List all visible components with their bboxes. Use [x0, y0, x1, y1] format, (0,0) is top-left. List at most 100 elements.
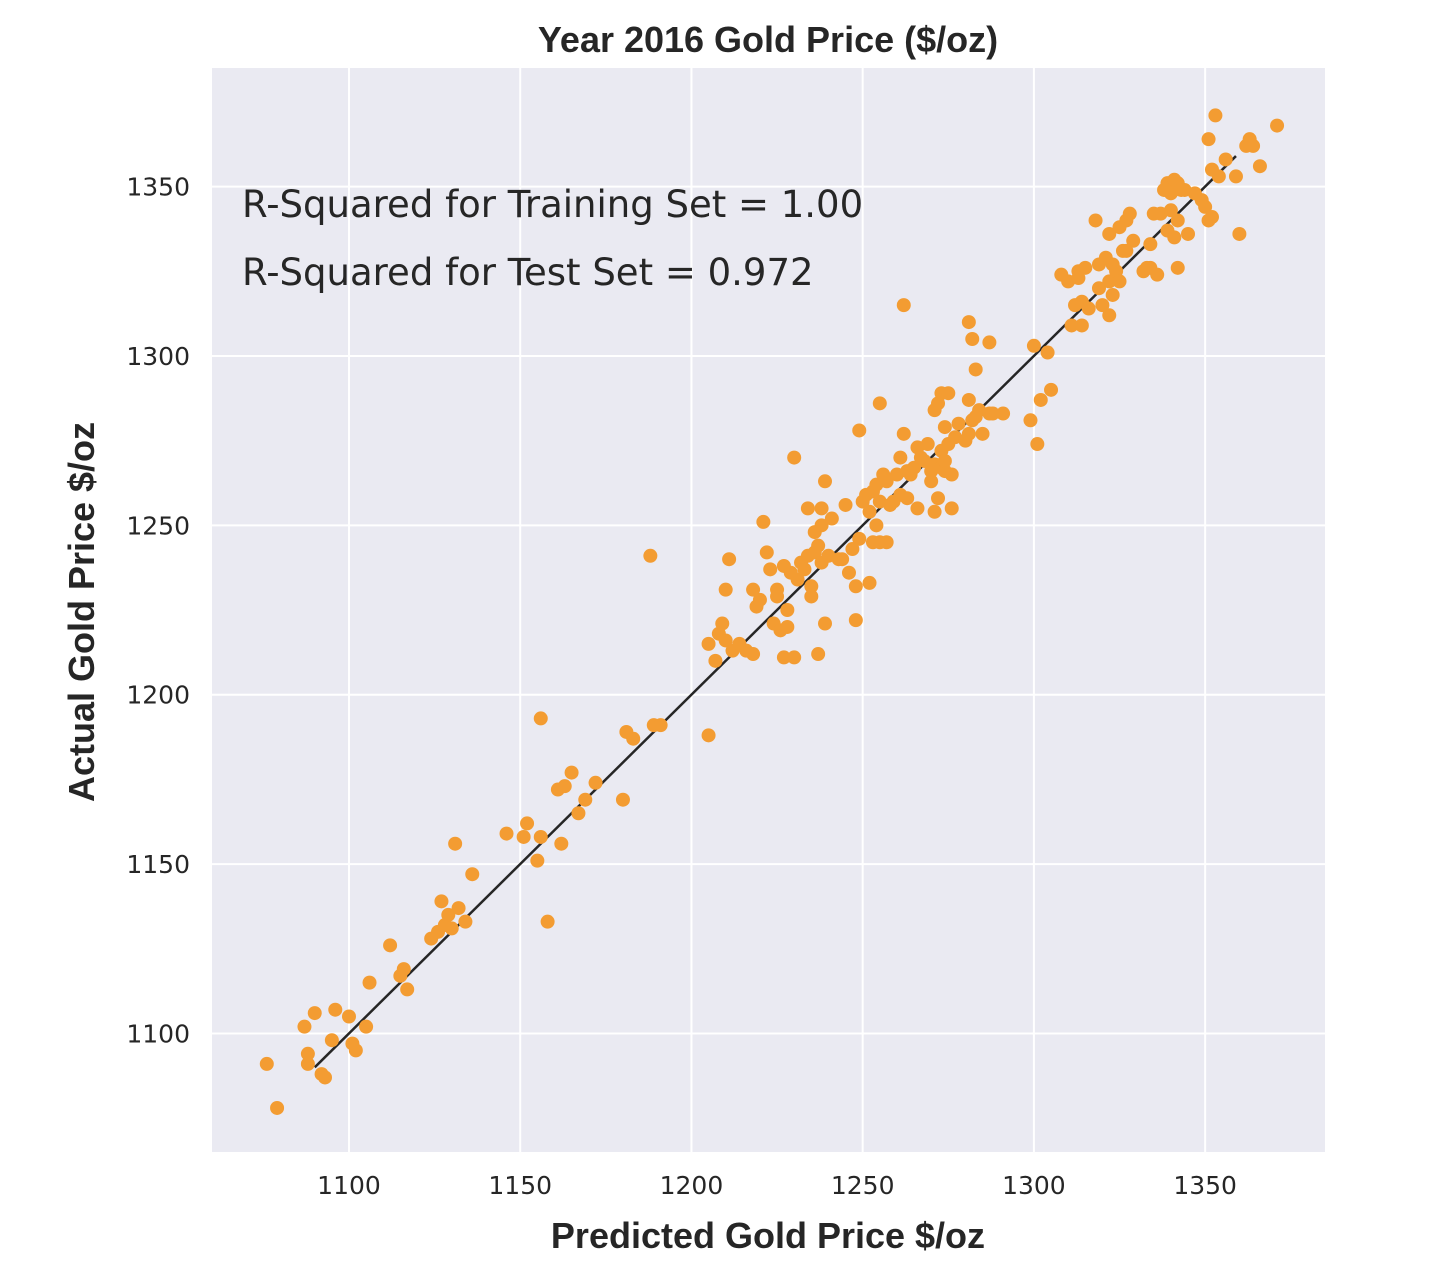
data-point — [1040, 345, 1055, 360]
data-point — [965, 332, 980, 346]
data-point — [259, 1056, 274, 1071]
data-points — [259, 108, 1285, 1115]
data-point — [1088, 213, 1103, 228]
data-point — [910, 501, 925, 516]
data-point — [383, 938, 398, 953]
data-point — [359, 1019, 374, 1034]
data-point — [458, 914, 473, 929]
data-point — [307, 1006, 322, 1021]
data-point — [1023, 413, 1038, 428]
data-point — [776, 650, 791, 665]
data-point — [848, 613, 863, 628]
data-point — [643, 548, 658, 563]
data-point — [1026, 338, 1041, 353]
data-point — [1218, 152, 1233, 167]
data-point — [348, 1043, 363, 1058]
x-tick-labels: 1100 1150 1200 1250 1300 1350 — [317, 1171, 1237, 1200]
data-point — [533, 829, 548, 844]
data-point — [845, 542, 860, 557]
data-point — [448, 836, 463, 851]
data-point — [533, 711, 548, 726]
data-point — [944, 467, 959, 482]
data-point — [852, 423, 867, 438]
data-point — [1150, 267, 1165, 282]
data-point — [516, 829, 531, 844]
data-point — [701, 636, 716, 651]
data-point — [814, 501, 829, 516]
data-point — [961, 315, 976, 330]
data-point — [1143, 237, 1158, 252]
data-point — [804, 579, 819, 594]
x-tick-label: 1150 — [488, 1171, 552, 1200]
data-point — [759, 545, 774, 560]
data-point — [804, 589, 819, 604]
data-point — [893, 450, 908, 465]
data-point — [869, 518, 884, 533]
data-point — [927, 504, 942, 519]
data-point — [1044, 382, 1059, 397]
y-tick-label: 1200 — [126, 681, 190, 710]
data-point — [838, 497, 853, 512]
data-point — [362, 975, 377, 990]
data-point — [588, 775, 603, 790]
y-tick-labels: 1100 1150 1200 1250 1300 1350 — [126, 173, 190, 1049]
data-point — [1198, 199, 1213, 214]
data-point — [530, 853, 545, 868]
data-point — [968, 362, 983, 377]
data-point — [1122, 206, 1137, 221]
data-point — [1126, 233, 1141, 248]
x-tick-label: 1200 — [660, 1171, 724, 1200]
y-axis-label: Actual Gold Price $/oz — [61, 422, 102, 802]
data-point — [896, 298, 911, 313]
data-point — [1102, 308, 1117, 323]
data-point — [1167, 230, 1182, 245]
data-point — [718, 582, 733, 597]
chart-title: Year 2016 Gold Price ($/oz) — [538, 19, 998, 60]
data-point — [907, 460, 922, 475]
data-point — [961, 426, 976, 441]
plot-background — [212, 68, 1325, 1152]
data-point — [818, 474, 833, 489]
data-point — [341, 1009, 356, 1024]
data-point — [872, 396, 887, 411]
annotation-training-r2: R-Squared for Training Set = 1.00 — [242, 183, 863, 226]
data-point — [787, 650, 802, 665]
data-point — [920, 437, 935, 452]
data-point — [746, 582, 761, 597]
data-point — [708, 653, 723, 668]
x-tick-label: 1300 — [1002, 1171, 1066, 1200]
data-point — [564, 765, 579, 780]
data-point — [896, 426, 911, 441]
data-point — [1064, 318, 1079, 333]
data-point — [1091, 281, 1106, 296]
data-point — [941, 386, 956, 401]
data-point — [862, 504, 877, 519]
data-point — [701, 728, 716, 743]
data-point — [1228, 169, 1243, 184]
data-point — [270, 1100, 285, 1115]
data-point — [1095, 298, 1110, 313]
data-point — [1170, 260, 1185, 275]
data-point — [879, 474, 894, 489]
x-tick-label: 1350 — [1173, 1171, 1237, 1200]
y-tick-label: 1100 — [126, 1019, 190, 1048]
data-point — [752, 592, 767, 607]
data-point — [1170, 213, 1185, 228]
data-point — [862, 575, 877, 590]
data-point — [1211, 169, 1226, 184]
data-point — [318, 1070, 333, 1085]
y-tick-label: 1150 — [126, 850, 190, 879]
data-point — [571, 806, 586, 821]
data-point — [835, 552, 850, 567]
data-point — [841, 565, 856, 580]
data-point — [626, 731, 641, 746]
data-point — [1078, 260, 1093, 275]
data-point — [961, 392, 976, 407]
data-point — [615, 792, 630, 807]
data-point — [300, 1056, 315, 1071]
data-point — [297, 1019, 312, 1034]
data-point — [818, 616, 833, 631]
data-point — [1119, 243, 1134, 258]
data-point — [790, 572, 805, 587]
data-point — [924, 474, 939, 489]
